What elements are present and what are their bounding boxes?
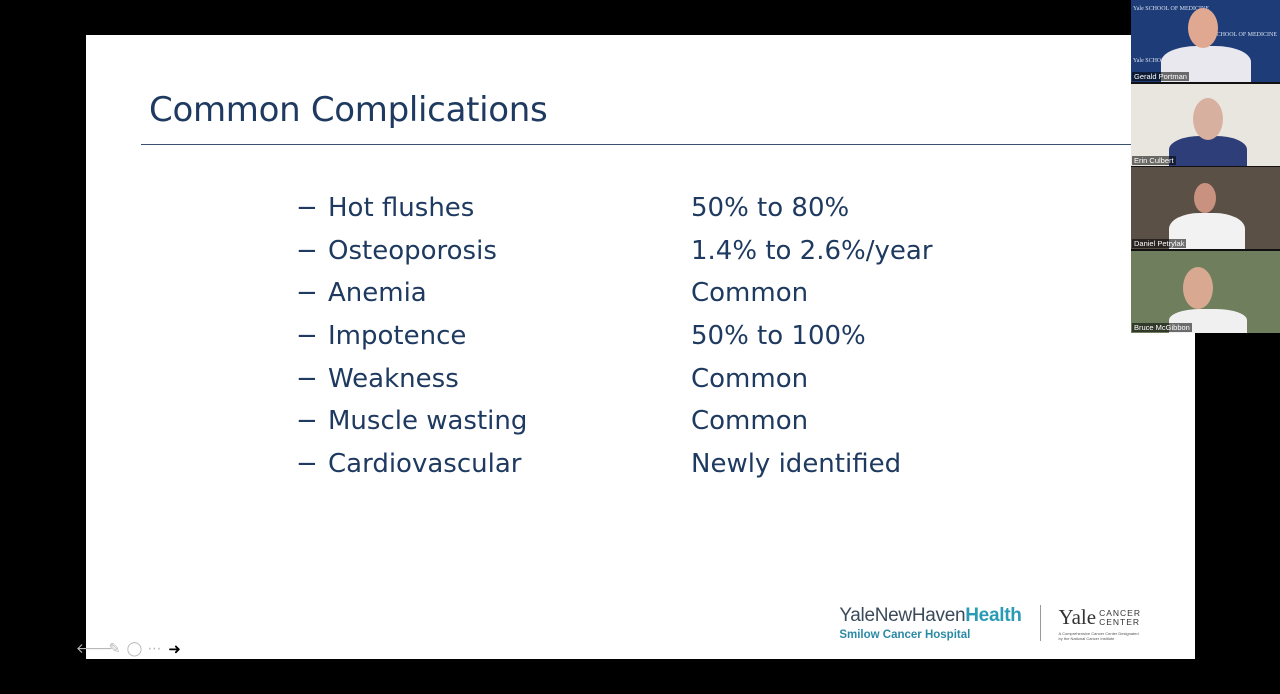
yale-wordmark: Yale	[1058, 605, 1097, 629]
zoom-icon[interactable]: ◯	[126, 640, 143, 657]
participant-name: Daniel Petrylak	[1132, 239, 1187, 248]
complication-rate: Newly identified	[691, 448, 902, 479]
participant-name: Bruce McGibbon	[1132, 323, 1192, 332]
complication-name: Anemia	[328, 278, 427, 309]
bullet-dash: −	[296, 363, 318, 394]
list-item: − Muscle wasting Common	[296, 400, 1016, 443]
complication-name: Cardiovascular	[328, 448, 522, 479]
complication-rate: 50% to 80%	[691, 193, 850, 224]
complication-name: Hot flushes	[328, 193, 475, 224]
video-tile[interactable]: Daniel Petrylak	[1131, 167, 1280, 249]
complication-rate: Common	[691, 363, 809, 394]
complication-list: − Hot flushes 50% to 80% − Osteoporosis …	[296, 187, 1016, 485]
more-icon[interactable]: ⋯	[147, 640, 162, 657]
participant-head	[1193, 98, 1223, 140]
participant-name: Erin Culbert	[1132, 156, 1176, 165]
list-item: − Impotence 50% to 100%	[296, 315, 1016, 358]
complication-rate: Common	[691, 406, 809, 437]
participant-head	[1188, 8, 1218, 48]
complication-rate: 50% to 100%	[691, 321, 866, 352]
tagline-line2: by the National Cancer Institute	[1058, 636, 1115, 641]
participant-name: Gerald Portman	[1132, 72, 1189, 81]
list-item: − Osteoporosis 1.4% to 2.6%/year	[296, 230, 1016, 273]
video-tile[interactable]: Erin Culbert	[1131, 84, 1280, 166]
complication-name: Weakness	[328, 363, 459, 394]
cancer-word: CANCER	[1099, 607, 1141, 618]
slide-title: Common Complications	[149, 90, 548, 130]
arrow-left-icon[interactable]: 🡐	[75, 641, 114, 657]
center-word: CENTER	[1099, 616, 1141, 627]
smilow-cancer-hospital-label: Smilow Cancer Hospital	[839, 629, 971, 641]
footer-logos: YaleNewHavenHealth Smilow Cancer Hospita…	[839, 603, 1141, 643]
ynhh-prefix: YaleNewHaven	[839, 605, 966, 626]
complication-name: Impotence	[328, 321, 467, 352]
video-gallery: Yale SCHOOL OF MEDICINE Yale SCHOOL OF M…	[1131, 0, 1280, 333]
complication-rate: Common	[691, 278, 809, 309]
video-tile[interactable]: Yale SCHOOL OF MEDICINE Yale SCHOOL OF M…	[1131, 0, 1280, 82]
list-item: − Hot flushes 50% to 80%	[296, 187, 1016, 230]
bullet-dash: −	[296, 193, 318, 224]
list-item: − Cardiovascular Newly identified	[296, 443, 1016, 486]
bullet-dash: −	[296, 278, 318, 309]
arrow-right-icon[interactable]: ➜	[168, 639, 181, 658]
complication-name: Muscle wasting	[328, 406, 528, 437]
yale-new-haven-health-logo: YaleNewHavenHealth Smilow Cancer Hospita…	[839, 605, 1022, 641]
list-item: − Anemia Common	[296, 272, 1016, 315]
video-tile[interactable]: Bruce McGibbon	[1131, 251, 1280, 333]
yale-cancer-center-logo: Yale CANCER CENTER A Comprehensive Cance…	[1059, 605, 1141, 641]
title-divider	[141, 144, 1195, 145]
participant-head	[1194, 183, 1216, 213]
slide-toolbar: 🡐 ✎ ◯ ⋯ ➜	[75, 639, 183, 658]
tagline-line1: A Comprehensive Cancer Center Designated	[1058, 631, 1139, 636]
presentation-slide: Common Complications − Hot flushes 50% t…	[86, 35, 1195, 659]
logo-divider	[1039, 605, 1041, 641]
complication-name: Osteoporosis	[328, 235, 497, 266]
backdrop-text: Yale SCHOOL OF MEDICINE	[1201, 32, 1278, 38]
bullet-dash: −	[296, 235, 318, 266]
list-item: − Weakness Common	[296, 357, 1016, 400]
bullet-dash: −	[296, 321, 318, 352]
backdrop-text: Yale SCHOOL OF MEDICINE	[1133, 6, 1210, 12]
bullet-dash: −	[296, 406, 318, 437]
participant-body	[1169, 136, 1247, 166]
bullet-dash: −	[296, 448, 318, 479]
pen-icon[interactable]: ✎	[108, 640, 121, 657]
participant-head	[1183, 267, 1213, 309]
complication-rate: 1.4% to 2.6%/year	[691, 235, 933, 266]
ynhh-bold: Health	[965, 605, 1022, 626]
